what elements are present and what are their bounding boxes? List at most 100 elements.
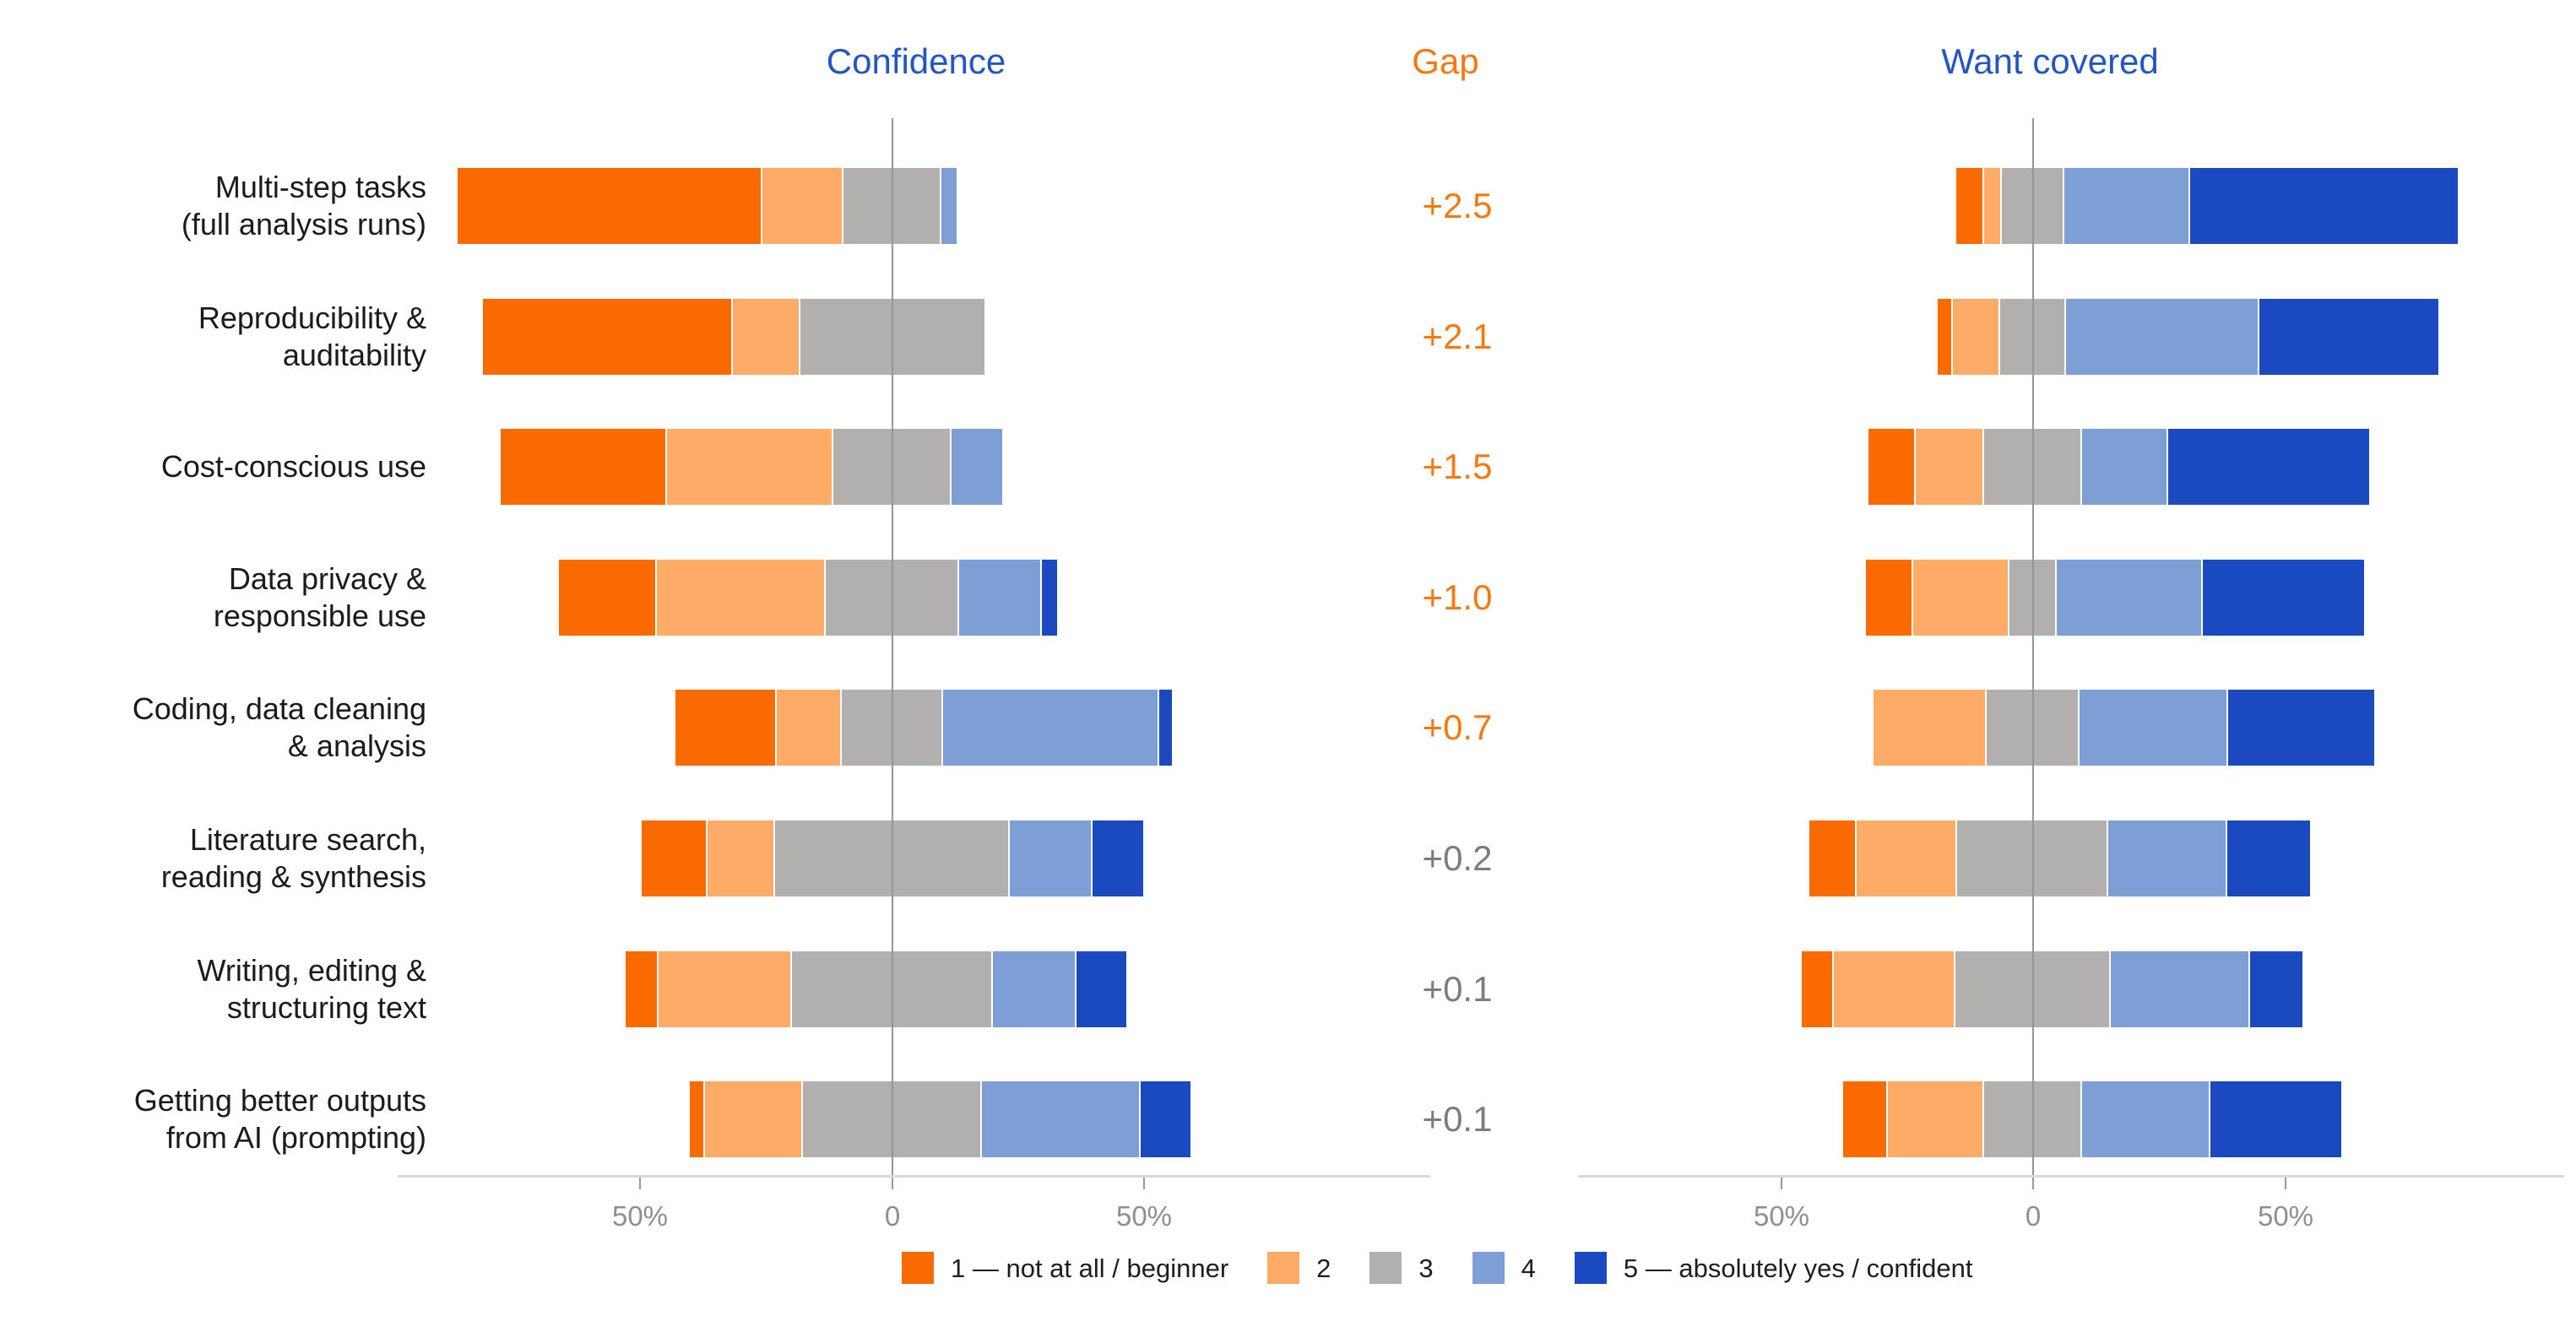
legend-item: 4 xyxy=(1472,1252,1536,1284)
bar-segment-level-4 xyxy=(1009,820,1093,896)
bar-segment-level-5 xyxy=(1159,690,1173,766)
row-label: Literature search, reading & synthesis xyxy=(160,822,426,894)
bar-segment-level-1 xyxy=(1956,168,1984,244)
bar-segment-level-1 xyxy=(501,429,668,506)
legend-label: 3 xyxy=(1418,1253,1434,1283)
axis-tick xyxy=(2032,1178,2034,1189)
bar-segment-level-1 xyxy=(642,820,708,896)
gap-value: +2.1 xyxy=(1422,316,1493,356)
bar-segment-level-1 xyxy=(1937,298,1953,375)
bar-segment-level-4 xyxy=(952,429,1002,506)
bar-segment-level-5 xyxy=(2228,690,2375,766)
bar-segment-level-1 xyxy=(1842,1081,1889,1158)
axis-tick xyxy=(1143,1178,1145,1189)
bar-segment-level-4 xyxy=(941,168,957,244)
bar-segment-level-1 xyxy=(1809,820,1857,896)
bar-segment-level-5 xyxy=(2203,559,2365,636)
want-covered-bar xyxy=(1842,1081,2342,1158)
bar-segment-level-5 xyxy=(1093,820,1143,896)
bar-segment-level-5 xyxy=(2226,820,2311,896)
axis-tick-label: 0 xyxy=(2025,1200,2042,1232)
bar-segment-level-2 xyxy=(667,429,833,506)
row-label: Writing, editing & structuring text xyxy=(197,952,426,1025)
confidence-bar xyxy=(689,1081,1191,1158)
bar-segment-level-4 xyxy=(2082,1081,2211,1158)
bar-segment-level-4 xyxy=(2082,429,2168,506)
bar-segment-level-4 xyxy=(2064,168,2191,244)
bar-segment-level-1 xyxy=(483,298,733,375)
legend-item: 1 — not at all / beginner xyxy=(902,1252,1228,1284)
bar-segment-level-2 xyxy=(776,690,843,766)
bar-segment-level-1 xyxy=(625,950,659,1027)
legend-swatch xyxy=(1472,1252,1505,1284)
legend-label: 1 — not at all / beginner xyxy=(951,1253,1229,1283)
legend-swatch xyxy=(902,1252,934,1284)
bar-segment-level-2 xyxy=(1834,950,1955,1027)
row-label: Multi-step tasks (full analysis runs) xyxy=(181,170,426,241)
legend-label: 5 — absolutely yes / confident xyxy=(1623,1253,1973,1283)
bar-segment-level-5 xyxy=(2249,950,2303,1027)
legend-item: 3 xyxy=(1369,1252,1434,1284)
bar-segment-level-5 xyxy=(2190,168,2458,244)
want-covered-bar xyxy=(1809,820,2311,896)
bar-segment-level-2 xyxy=(657,559,826,636)
legend: 1 — not at all / beginner 2 3 4 5 — absolute… xyxy=(902,1252,2011,1284)
axis-tick-label: 50% xyxy=(2257,1200,2314,1232)
legend-swatch xyxy=(1267,1252,1300,1284)
bar-segment-level-2 xyxy=(1888,1081,1984,1158)
gap-value: +0.1 xyxy=(1422,968,1493,1009)
row-label: Getting better outputs from AI (promptin… xyxy=(133,1083,426,1156)
bar-segment-level-4 xyxy=(959,559,1043,636)
bar-segment-level-5 xyxy=(2210,1081,2342,1158)
want-covered-bar xyxy=(1956,168,2458,244)
confidence-bar xyxy=(458,168,957,244)
bar-segment-level-2 xyxy=(704,1081,804,1158)
bar-segment-level-1 xyxy=(675,690,777,766)
legend-swatch xyxy=(1369,1252,1402,1284)
gap-value: +1.5 xyxy=(1422,447,1493,487)
bar-segment-level-4 xyxy=(2108,820,2227,896)
bar-segment-level-1 xyxy=(1801,950,1835,1027)
bar-segment-level-4 xyxy=(2057,559,2204,636)
axis-tick-label: 0 xyxy=(884,1200,901,1232)
bar-segment-level-4 xyxy=(993,950,1076,1027)
gap-value: +0.7 xyxy=(1422,707,1493,748)
confidence-panel-title: Confidence xyxy=(826,41,1006,81)
bar-segment-level-1 xyxy=(458,168,763,244)
axis-tick-label: 50% xyxy=(1115,1200,1173,1232)
bar-segment-level-2 xyxy=(1916,429,1984,506)
bar-segment-level-5 xyxy=(2167,429,2370,506)
confidence-bar xyxy=(483,298,984,375)
gap-value: +2.5 xyxy=(1422,186,1493,225)
bar-segment-level-1 xyxy=(1865,559,1914,636)
bar-segment-level-5 xyxy=(1140,1081,1191,1158)
row-label: Reproducibility & auditability xyxy=(198,300,426,372)
row-label: Data privacy & responsible use xyxy=(213,560,426,633)
legend-label: 4 xyxy=(1521,1253,1536,1283)
want-covered-bar xyxy=(1937,298,2439,375)
row-label: Cost-conscious use xyxy=(160,449,426,485)
axis-tick xyxy=(639,1178,641,1189)
bar-segment-level-4 xyxy=(2065,298,2260,375)
axis-tick xyxy=(2285,1178,2286,1189)
gap-value: +0.1 xyxy=(1422,1099,1493,1140)
bar-segment-level-5 xyxy=(1042,559,1058,636)
bar-segment-level-5 xyxy=(2259,298,2439,375)
confidence-bar xyxy=(675,690,1173,766)
bar-segment-level-2 xyxy=(762,168,843,244)
bar-segment-level-2 xyxy=(1913,559,2009,636)
bar-segment-level-5 xyxy=(1076,950,1127,1027)
axis-tick xyxy=(1781,1178,1782,1189)
bar-segment-level-4 xyxy=(942,690,1160,766)
gap-column-title: Gap xyxy=(1412,41,1479,81)
legend-swatch xyxy=(1574,1252,1607,1284)
confidence-bar xyxy=(558,559,1058,636)
gap-value: +0.2 xyxy=(1422,838,1493,878)
confidence-bar xyxy=(501,429,1002,506)
bar-segment-level-4 xyxy=(2080,690,2229,766)
want-covered-bar xyxy=(1873,690,2375,766)
bar-segment-level-2 xyxy=(1857,820,1958,896)
bar-segment-level-1 xyxy=(558,559,658,636)
want-covered-bar xyxy=(1801,950,2303,1027)
